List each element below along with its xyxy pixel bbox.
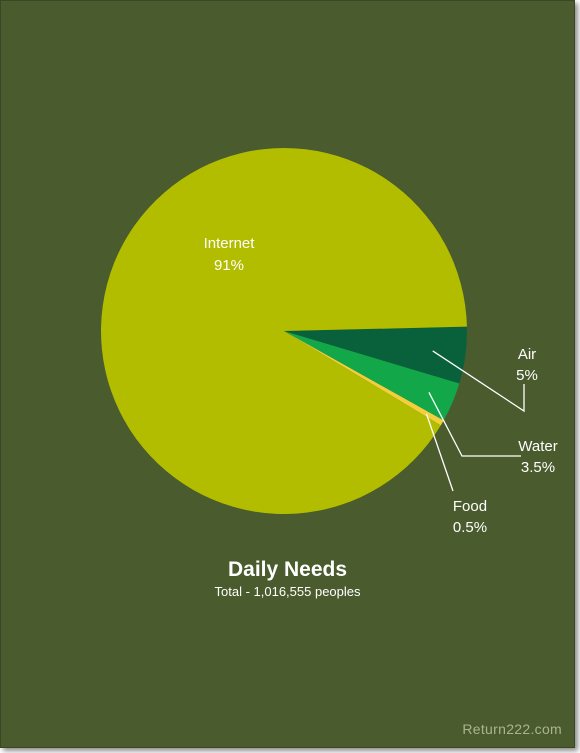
watermark: Return222.com	[462, 721, 562, 737]
slice-label-air: Air	[518, 346, 536, 363]
leader-line-water	[428, 392, 521, 457]
pie-slice-water	[284, 331, 460, 421]
slice-value-air: 5%	[516, 367, 538, 384]
pie-slice-air	[284, 326, 467, 384]
slice-label-internet: Internet	[204, 235, 256, 252]
slice-value-food: 0.5%	[453, 519, 487, 536]
slice-value-water: 3.5%	[521, 459, 555, 476]
chart-subtitle: Total - 1,016,555 peoples	[214, 584, 361, 599]
slice-label-water: Water	[518, 438, 557, 455]
slice-label-food: Food	[453, 498, 487, 515]
pie-slice-food	[284, 331, 444, 426]
pie-labels: Internet 91% Air 5% Water 3.5% Food 0.5%	[204, 235, 558, 536]
leader-line-food	[425, 413, 454, 492]
slice-value-internet: 91%	[214, 257, 244, 274]
chart-title: Daily Needs	[227, 558, 348, 581]
pie-slice-internet	[101, 147, 467, 514]
leader-line-air	[432, 350, 525, 413]
pie-slices	[101, 147, 467, 514]
pie-chart: Internet 91% Air 5% Water 3.5% Food 0.5%	[101, 147, 558, 536]
